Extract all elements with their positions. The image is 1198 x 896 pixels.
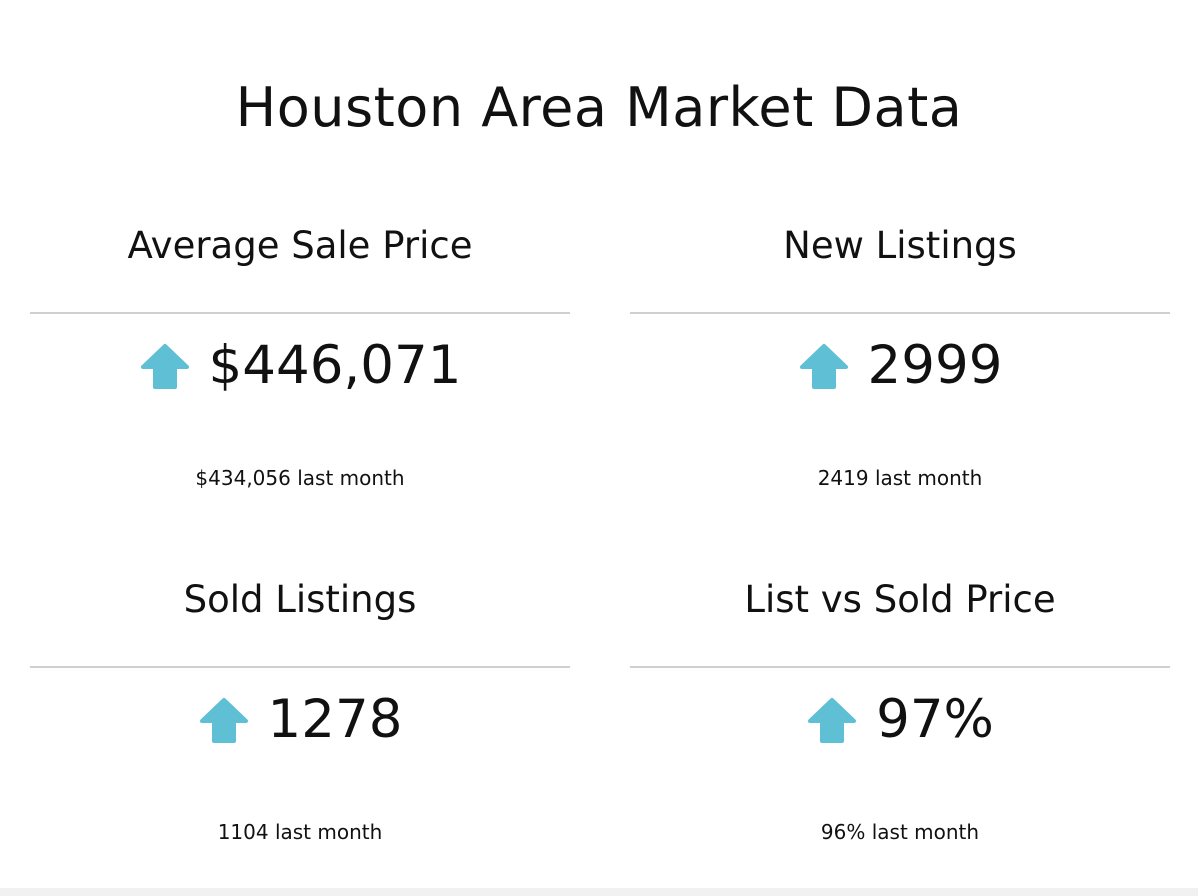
metric-value: 2999 — [867, 335, 1003, 396]
metric-card-average-sale-price: Average Sale Price $446,071 $434,056 las… — [30, 214, 570, 490]
metric-value-row: $446,071 — [30, 334, 570, 398]
metric-previous: 2419 last month — [817, 466, 983, 490]
metric-card-new-listings: New Listings 2999 2419 last month — [630, 214, 1170, 490]
metric-value: 97% — [876, 689, 994, 750]
divider — [630, 666, 1170, 668]
metric-heading: Sold Listings — [183, 578, 417, 621]
metric-value-row: 1278 — [30, 688, 570, 752]
metric-card-list-vs-sold-price: List vs Sold Price 97% 96% last month — [630, 568, 1170, 844]
metric-heading: New Listings — [783, 224, 1017, 267]
metric-value-row: 2999 — [630, 334, 1170, 398]
metric-previous: 1104 last month — [217, 820, 383, 844]
metric-value: 1278 — [267, 689, 403, 750]
arrow-up-icon — [139, 342, 191, 390]
page-title: Houston Area Market Data — [235, 76, 963, 139]
metric-previous: $434,056 last month — [195, 466, 405, 490]
metric-card-sold-listings: Sold Listings 1278 1104 last month — [30, 568, 570, 844]
divider — [30, 666, 570, 668]
metric-value: $446,071 — [208, 335, 462, 396]
divider — [30, 312, 570, 314]
divider — [630, 312, 1170, 314]
metric-value-row: 97% — [630, 688, 1170, 752]
bottom-strip — [0, 888, 1198, 896]
arrow-up-icon — [806, 696, 858, 744]
metric-heading: List vs Sold Price — [744, 578, 1056, 621]
metric-heading: Average Sale Price — [127, 224, 473, 267]
arrow-up-icon — [198, 696, 250, 744]
metric-previous: 96% last month — [820, 820, 980, 844]
arrow-up-icon — [798, 342, 850, 390]
